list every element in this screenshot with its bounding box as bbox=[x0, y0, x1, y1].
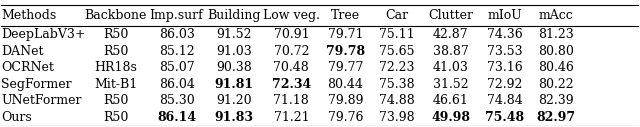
Text: 71.21: 71.21 bbox=[273, 111, 309, 124]
Text: 70.91: 70.91 bbox=[273, 28, 309, 41]
Text: Methods: Methods bbox=[1, 9, 56, 22]
Text: SegFormer: SegFormer bbox=[1, 78, 72, 91]
Text: R50: R50 bbox=[104, 28, 129, 41]
Text: DeepLabV3+: DeepLabV3+ bbox=[1, 28, 86, 41]
Text: 86.04: 86.04 bbox=[159, 78, 195, 91]
Text: 74.36: 74.36 bbox=[487, 28, 523, 41]
Text: Imp.surf: Imp.surf bbox=[150, 9, 204, 22]
Text: 82.97: 82.97 bbox=[536, 111, 575, 124]
Text: 80.80: 80.80 bbox=[538, 45, 573, 58]
Text: 71.18: 71.18 bbox=[273, 94, 309, 107]
Text: 79.89: 79.89 bbox=[328, 94, 364, 107]
Text: Backbone: Backbone bbox=[84, 9, 147, 22]
Text: 70.48: 70.48 bbox=[273, 61, 309, 74]
Text: 42.87: 42.87 bbox=[433, 28, 468, 41]
Text: 73.16: 73.16 bbox=[487, 61, 523, 74]
Text: 75.38: 75.38 bbox=[379, 78, 414, 91]
Text: Mit-B1: Mit-B1 bbox=[95, 78, 138, 91]
Text: 91.81: 91.81 bbox=[214, 78, 253, 91]
Text: 72.23: 72.23 bbox=[379, 61, 414, 74]
Text: 91.03: 91.03 bbox=[216, 45, 252, 58]
Text: 79.76: 79.76 bbox=[328, 111, 364, 124]
Text: R50: R50 bbox=[104, 111, 129, 124]
Text: UNetFormer: UNetFormer bbox=[1, 94, 82, 107]
Text: 79.71: 79.71 bbox=[328, 28, 364, 41]
Text: DANet: DANet bbox=[1, 45, 44, 58]
Text: 91.52: 91.52 bbox=[216, 28, 252, 41]
Text: Building: Building bbox=[207, 9, 260, 22]
Text: Low veg.: Low veg. bbox=[263, 9, 320, 22]
Text: Ours: Ours bbox=[1, 111, 32, 124]
Text: 49.98: 49.98 bbox=[431, 111, 470, 124]
Text: 91.20: 91.20 bbox=[216, 94, 252, 107]
Text: 73.98: 73.98 bbox=[379, 111, 414, 124]
Text: mAcc: mAcc bbox=[538, 9, 573, 22]
Text: 85.07: 85.07 bbox=[159, 61, 195, 74]
Text: 91.83: 91.83 bbox=[214, 111, 253, 124]
Text: Car: Car bbox=[385, 9, 408, 22]
Text: R50: R50 bbox=[104, 94, 129, 107]
Text: 85.30: 85.30 bbox=[159, 94, 195, 107]
Text: 74.84: 74.84 bbox=[487, 94, 523, 107]
Text: 46.61: 46.61 bbox=[433, 94, 468, 107]
Text: 86.03: 86.03 bbox=[159, 28, 195, 41]
Text: 31.52: 31.52 bbox=[433, 78, 468, 91]
Text: 86.14: 86.14 bbox=[157, 111, 196, 124]
Text: 80.44: 80.44 bbox=[328, 78, 364, 91]
Text: 79.78: 79.78 bbox=[326, 45, 365, 58]
Text: Tree: Tree bbox=[331, 9, 360, 22]
Text: 74.88: 74.88 bbox=[379, 94, 414, 107]
Text: 72.92: 72.92 bbox=[487, 78, 522, 91]
Text: 73.53: 73.53 bbox=[487, 45, 523, 58]
Text: 82.39: 82.39 bbox=[538, 94, 573, 107]
Text: Clutter: Clutter bbox=[428, 9, 473, 22]
Text: 80.46: 80.46 bbox=[538, 61, 573, 74]
Text: HR18s: HR18s bbox=[95, 61, 138, 74]
Text: R50: R50 bbox=[104, 45, 129, 58]
Text: 81.23: 81.23 bbox=[538, 28, 573, 41]
Text: 85.12: 85.12 bbox=[159, 45, 195, 58]
Text: 75.48: 75.48 bbox=[485, 111, 524, 124]
Text: OCRNet: OCRNet bbox=[1, 61, 54, 74]
Text: 72.34: 72.34 bbox=[272, 78, 311, 91]
Text: 75.11: 75.11 bbox=[379, 28, 414, 41]
Text: 75.65: 75.65 bbox=[379, 45, 414, 58]
Text: 90.38: 90.38 bbox=[216, 61, 252, 74]
Text: 41.03: 41.03 bbox=[433, 61, 468, 74]
Text: 70.72: 70.72 bbox=[273, 45, 309, 58]
Text: mIoU: mIoU bbox=[488, 9, 522, 22]
Text: 38.87: 38.87 bbox=[433, 45, 468, 58]
Text: 79.77: 79.77 bbox=[328, 61, 363, 74]
Text: 80.22: 80.22 bbox=[538, 78, 573, 91]
